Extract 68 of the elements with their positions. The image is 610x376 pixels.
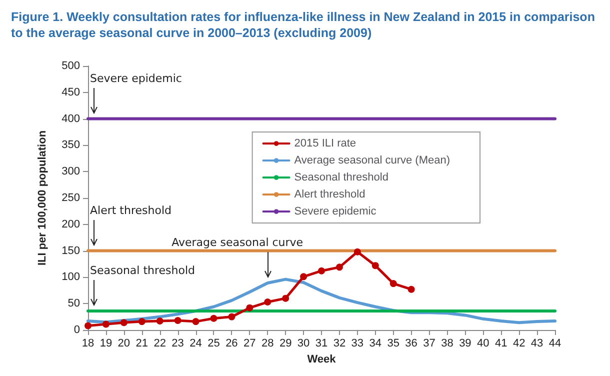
x-tick-label: 30 [297,338,310,350]
y-axis-title: ILI per 100,000 population [36,130,48,266]
legend-label: 2015 ILI rate [294,138,356,150]
y-tick-label: 200 [62,218,80,230]
x-tick-label: 44 [548,338,562,350]
x-tick-label: 22 [154,338,166,350]
x-tick-label: 35 [387,338,400,350]
x-tick-label: 25 [208,338,220,350]
y-tick-label: 450 [62,86,80,98]
x-tick-label: 27 [244,338,256,350]
point [210,314,218,322]
x-tick-label: 21 [136,338,148,350]
x-axis-title: Week [307,353,337,366]
point [336,264,343,271]
point [318,267,325,274]
point [192,318,200,326]
point [120,319,128,326]
point [300,273,308,280]
x-tick-label: 23 [172,338,184,350]
x-tick-label: 28 [261,338,274,350]
x-tick-label: 26 [226,338,238,350]
annotation: Alert threshold [90,204,172,217]
x-tick-label: 18 [82,338,94,350]
point [156,318,164,325]
point [228,313,236,320]
legend-label: Seasonal threshold [294,172,388,184]
x-tick-label: 20 [118,338,130,350]
x-tick-label: 32 [333,338,346,350]
x-tick-label: 41 [494,338,508,350]
x-tick-label: 29 [279,338,292,350]
point [174,317,182,324]
annotation: Seasonal threshold [90,264,196,277]
x-tick-label: 31 [315,338,328,350]
y-tick-label: 350 [62,139,80,152]
y-tick-label: 0 [74,324,80,336]
x-tick-label: 24 [190,338,202,350]
y-tick-label: 100 [62,271,80,284]
point [102,320,110,328]
y-tick-label: 250 [62,192,80,204]
x-tick-label: 37 [423,338,436,350]
legend-label: Average seasonal curve (Mean) [294,154,450,166]
x-tick-label: 42 [512,338,526,350]
point [390,280,397,288]
x-tick-label: 40 [477,338,490,350]
point [138,318,146,326]
y-tick-label: 400 [62,112,80,125]
annotation: Severe epidemic [90,72,182,85]
x-tick-label: 19 [100,338,112,350]
point [282,294,290,302]
legend-label: Alert threshold [294,188,366,200]
x-tick-label: 39 [459,338,472,350]
x-tick-label: 34 [369,338,382,350]
x-tick-label: 43 [530,338,544,350]
chart-title: Figure 1. Weekly consultation rates for influenza-like illness in New Zealand in 2015 in comparison to the average seasonal curve in 2000–2013 (excluding 2009) [11,10,598,40]
y-tick-label: 150 [62,244,80,257]
x-tick-label: 33 [351,338,364,350]
point [264,298,272,306]
x-tick-label: 36 [405,338,418,350]
point [246,304,254,312]
y-tick-label: 300 [62,166,80,178]
y-tick-label: 50 [68,298,80,310]
y-tick-label: 500 [62,60,80,72]
point [354,248,361,256]
point [372,262,379,270]
point [408,286,415,293]
x-tick-label: 38 [441,338,454,350]
legend-label: Severe epidemic [294,206,377,218]
annotation: Average seasonal curve [172,236,304,249]
